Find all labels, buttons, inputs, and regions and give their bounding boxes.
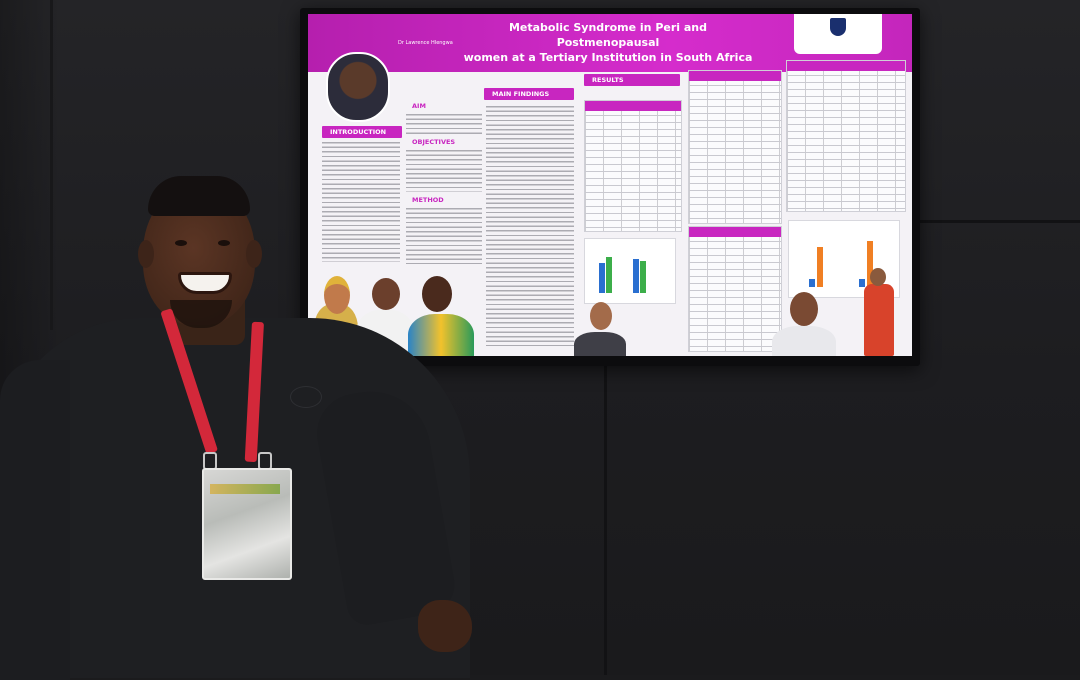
table-header-row: [585, 101, 681, 111]
woman-photo-red-dress: [864, 284, 894, 356]
shield-icon: [830, 18, 846, 36]
section-header-introduction: INTRODUCTION: [322, 126, 402, 138]
results-table-2: [688, 70, 782, 224]
chart-bar: [606, 257, 612, 293]
author-photo: [326, 52, 390, 122]
woman-photo-glasses: [772, 326, 836, 356]
woman-photo-tablet: [574, 332, 626, 356]
objectives-text: [406, 150, 482, 192]
woman-head: [790, 292, 818, 326]
man-pointing-hand: [418, 600, 472, 652]
author-name: Dr Lawrence Hlengwa: [398, 40, 453, 46]
method-text: [406, 208, 482, 264]
woman-photo-colorful-dress: [408, 314, 474, 356]
woman-head: [870, 268, 886, 286]
wall-panel-seam: [50, 0, 53, 330]
results-table-3: [688, 226, 782, 352]
conference-badge: [202, 468, 292, 580]
poster-title-line1: Metabolic Syndrome in Peri and Postmenop…: [508, 21, 708, 49]
poster-title: Metabolic Syndrome in Peri and Postmenop…: [458, 20, 758, 65]
university-logo: [794, 14, 882, 54]
results-table-4: [786, 60, 906, 212]
display-monitor: Metabolic Syndrome in Peri and Postmenop…: [300, 8, 920, 366]
chart-bar: [859, 279, 865, 287]
table-header-row: [689, 71, 781, 81]
results-table-1: [584, 100, 682, 232]
man-eye: [175, 240, 187, 246]
section-header-objectives: OBJECTIVES: [412, 138, 456, 146]
main-findings-text: [486, 106, 574, 346]
man-smile: [178, 272, 232, 294]
chart-bar: [599, 263, 605, 293]
chart-bar: [640, 261, 646, 293]
woman-head: [372, 278, 400, 310]
man-eye: [218, 240, 230, 246]
man-ear: [246, 240, 262, 268]
table-header-row: [689, 227, 781, 237]
woman-head: [422, 276, 452, 312]
section-header-method: METHOD: [412, 196, 444, 204]
man-hair: [148, 176, 250, 216]
section-header-main-findings: MAIN FINDINGS: [484, 88, 574, 100]
introduction-text: [322, 142, 400, 262]
aim-text: [406, 114, 482, 134]
woman-head: [590, 302, 612, 330]
man-left-arm: [0, 360, 70, 680]
section-header-results: RESULTS: [584, 74, 680, 86]
wall-panel-seam: [920, 220, 1080, 223]
poster-screen: Metabolic Syndrome in Peri and Postmenop…: [308, 14, 912, 356]
poster-title-line2: women at a Tertiary Institution in South…: [463, 51, 753, 64]
man-ear: [138, 240, 154, 268]
results-bar-chart-1: [584, 238, 676, 304]
chart-bar: [633, 259, 639, 293]
chart-bar: [817, 247, 823, 287]
wall-panel-seam: [604, 360, 607, 675]
section-header-aim: AIM: [412, 102, 426, 110]
table-header-row: [787, 61, 905, 71]
chart-bar: [867, 241, 873, 287]
woman-head: [324, 276, 350, 314]
sweater-logo: [290, 386, 322, 408]
badge-strip: [210, 484, 280, 494]
chart-bar: [809, 279, 815, 287]
